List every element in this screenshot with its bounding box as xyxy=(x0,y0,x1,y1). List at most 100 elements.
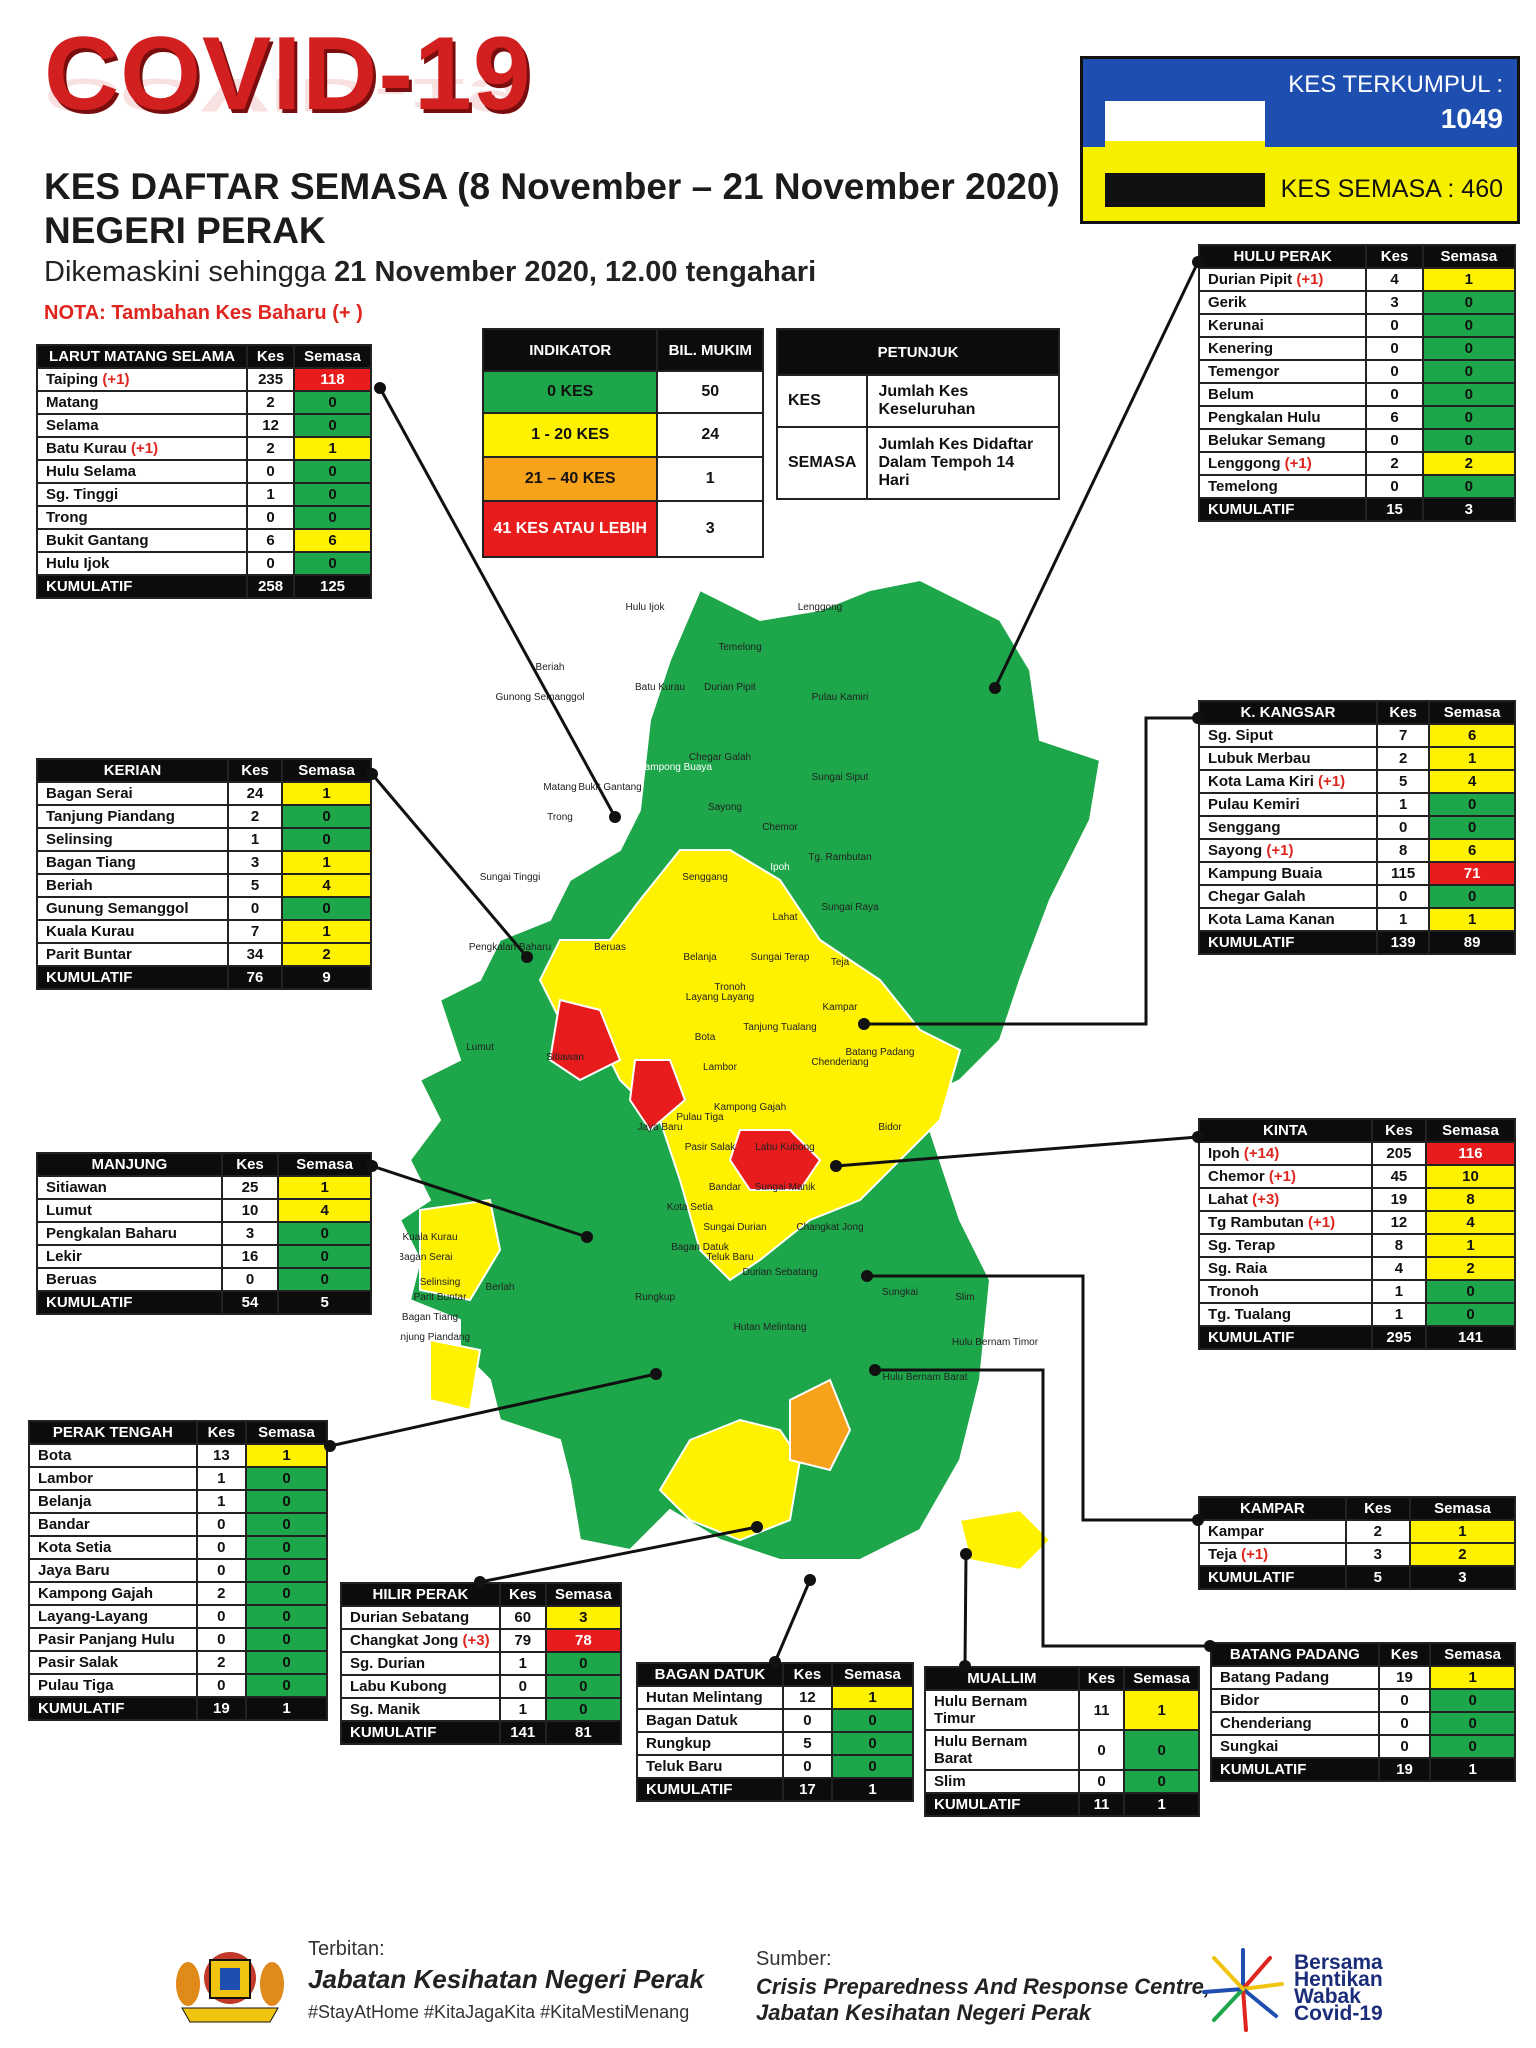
table-row: Belum 0 0 xyxy=(1197,382,1517,407)
leader-hilir xyxy=(479,1525,758,1584)
table-row: Selinsing 1 0 xyxy=(36,827,372,852)
red-kampong-buaya xyxy=(628,1059,687,1132)
district-name: K. KANGSAR xyxy=(1198,700,1378,725)
kes-value: 45 xyxy=(1370,1164,1428,1189)
mukim-name: Bukit Gantang xyxy=(35,528,249,553)
table-row: Bagan Datuk 0 0 xyxy=(636,1708,914,1733)
district-name: HILIR PERAK xyxy=(340,1582,501,1607)
summary-box: KES TERKUMPUL : 1049 KES SEMASA : 460 xyxy=(1080,56,1520,224)
semasa-value: 1 xyxy=(1429,1665,1516,1690)
new-cases-badge: (+1) xyxy=(1264,1168,1296,1185)
kes-header: Kes xyxy=(1077,1666,1126,1691)
semasa-value: 0 xyxy=(293,482,372,507)
mukim-name: Gunung Semanggol xyxy=(36,896,229,921)
semasa-header: Semasa xyxy=(1408,1496,1517,1521)
new-cases-badge: (+14) xyxy=(1239,1145,1280,1162)
kes-value: 2 xyxy=(226,804,284,829)
table-row: Sg. Manik 1 0 xyxy=(340,1697,623,1722)
semasa-value: 0 xyxy=(281,896,372,921)
map-label: Sitiawan xyxy=(546,1052,584,1063)
kes-value: 3 xyxy=(1344,1542,1411,1567)
kumulatif-label: KUMULATIF xyxy=(36,965,229,990)
semasa-value: 0 xyxy=(1421,474,1517,499)
semasa-value: 6 xyxy=(1428,838,1516,863)
kumulatif-row: KUMULATIF 19 1 xyxy=(28,1696,328,1721)
footer-sumber: Sumber: xyxy=(756,1948,832,1970)
map-label: Tanjung Piandang xyxy=(400,1332,470,1343)
semasa-header: Semasa xyxy=(281,758,372,783)
mukim-name: Sayong (+1) xyxy=(1198,838,1378,863)
map-label: Labu Kubong xyxy=(755,1142,815,1153)
map-label: Parit Buntar xyxy=(414,1292,467,1303)
map-label: Jaya Baru xyxy=(637,1122,682,1133)
table-row: Hutan Melintang 12 1 xyxy=(636,1685,914,1710)
kes-value: 0 xyxy=(1377,1711,1432,1736)
table-row: Hulu Selama 0 0 xyxy=(35,459,372,484)
kes-value: 2 xyxy=(195,1581,248,1606)
kes-value: 0 xyxy=(781,1754,834,1779)
kes-value: 0 xyxy=(1365,428,1424,453)
semasa-value: 0 xyxy=(831,1754,914,1779)
kes-header: Kes xyxy=(1377,1642,1432,1667)
mukim-name: Bota xyxy=(28,1443,198,1468)
kes-value: 79 xyxy=(498,1628,547,1653)
semasa-value: 0 xyxy=(293,505,372,530)
table-row: Bandar 0 0 xyxy=(28,1512,328,1537)
map-label: Hutan Melintang xyxy=(734,1322,807,1333)
table-row: Kerunai 0 0 xyxy=(1197,313,1517,338)
table-row: Tanjung Piandang 2 0 xyxy=(36,804,372,829)
table-row: Pengkalan Hulu 6 0 xyxy=(1197,405,1517,430)
leader-bagan xyxy=(773,1579,812,1663)
table-row: Sg. Tinggi 1 0 xyxy=(35,482,372,507)
kes-value: 13 xyxy=(195,1443,248,1468)
kumulatif-label: KUMULATIF xyxy=(1198,1325,1373,1350)
mukim-name: Beriah xyxy=(36,873,229,898)
mukim-name: Sg. Terap xyxy=(1198,1233,1373,1258)
leader-kerian xyxy=(370,773,529,958)
kes-terkumpul-value: 1049 xyxy=(1440,103,1503,134)
semasa-value: 1 xyxy=(1428,746,1516,771)
kes-value: 2 xyxy=(1375,746,1431,771)
map-label: Bagan Datuk xyxy=(671,1242,730,1253)
semasa-header: Semasa xyxy=(1429,1642,1516,1667)
kumulatif-label: KUMULATIF xyxy=(36,1290,223,1315)
table-row: Lubuk Merbau 2 1 xyxy=(1198,746,1516,771)
mukim-name: Belukar Semang xyxy=(1197,428,1368,453)
map-label: Batu Kurau xyxy=(635,682,685,693)
map-label: Slim xyxy=(955,1292,974,1303)
map-label: Kampar xyxy=(822,1002,858,1013)
semasa-value: 0 xyxy=(245,1627,328,1652)
semasa-value: 0 xyxy=(831,1731,914,1756)
mukim-name: Slim xyxy=(924,1769,1080,1794)
mukim-name: Lahat (+3) xyxy=(1198,1187,1373,1212)
kumulatif-label: KUMULATIF xyxy=(924,1792,1080,1817)
kumulatif-row: KUMULATIF 17 1 xyxy=(636,1777,914,1802)
district-name: HULU PERAK xyxy=(1197,244,1368,269)
kes-header: Kes xyxy=(1370,1118,1428,1143)
kumulatif-label: KUMULATIF xyxy=(1198,1565,1347,1590)
kes-value: 0 xyxy=(195,1673,248,1698)
kes-value: 12 xyxy=(1370,1210,1428,1235)
semasa-value: 1 xyxy=(293,436,372,461)
semasa-value: 1 xyxy=(1123,1689,1200,1731)
mukim-name: Parit Buntar xyxy=(36,942,229,967)
kumulatif-kes: 139 xyxy=(1375,930,1431,955)
table-row: Gerik 3 0 xyxy=(1197,290,1517,315)
kes-value: 16 xyxy=(220,1244,280,1269)
table-row: Hulu Ijok 0 0 xyxy=(35,551,372,576)
new-cases-badge: (+1) xyxy=(1236,1546,1269,1563)
kes-value: 0 xyxy=(246,505,296,530)
map-label: Sungai Manik xyxy=(755,1182,817,1193)
semasa-value: 2 xyxy=(1421,451,1517,476)
map-label: Bagan Serai xyxy=(400,1252,453,1263)
table-row: Pasir Salak 2 0 xyxy=(28,1650,328,1675)
semasa-value: 6 xyxy=(293,528,372,553)
map-label: Sungai Raya xyxy=(821,902,879,913)
kes-value: 1 xyxy=(498,1697,547,1722)
mukim-name: Pengkalan Hulu xyxy=(1197,405,1368,430)
table-row: Parit Buntar 34 2 xyxy=(36,942,372,967)
kes-value: 2 xyxy=(1344,1519,1411,1544)
mukim-name: Sg. Manik xyxy=(340,1697,501,1722)
semasa-header: Semasa xyxy=(1428,700,1516,725)
new-cases-badge: (+1) xyxy=(1262,842,1294,859)
